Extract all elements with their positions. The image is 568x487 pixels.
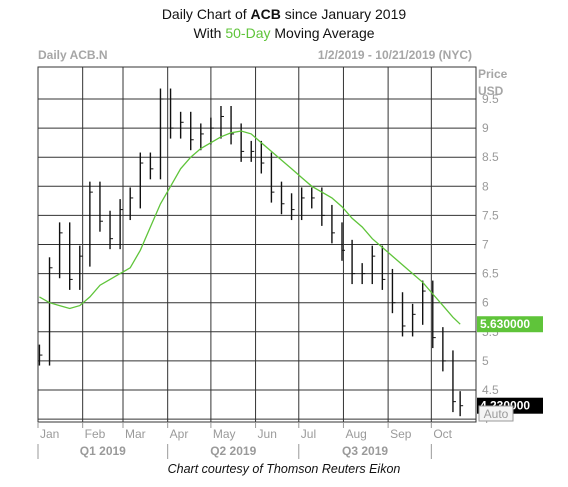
chart-credit: Chart courtesy of Thomson Reuters Eikon bbox=[167, 462, 401, 476]
last-price-tag bbox=[477, 316, 543, 333]
y-tick-label: 4.5 bbox=[482, 383, 499, 397]
y-axis-label-price: Price bbox=[478, 67, 508, 81]
auto-scale-label: Auto bbox=[484, 407, 509, 421]
quarter-label: Q2 2019 bbox=[210, 444, 256, 458]
y-tick-label: 5 bbox=[482, 354, 489, 368]
x-axis-months: Jan Feb Mar Apr May Jun Jul Aug Sep Oct bbox=[37, 422, 453, 441]
month-label: Mar bbox=[125, 427, 146, 441]
symbol-label: Daily ACB.N bbox=[38, 48, 108, 62]
month-label: Jul bbox=[301, 427, 316, 441]
month-label: Feb bbox=[85, 427, 106, 441]
auto-scale-button[interactable]: Auto bbox=[478, 405, 514, 422]
month-label: Sep bbox=[390, 427, 412, 441]
y-tick-label: 6.5 bbox=[482, 267, 499, 281]
month-label: Jun bbox=[258, 427, 277, 441]
quarter-label: Q1 2019 bbox=[80, 444, 126, 458]
chart-title: Daily Chart of ACB since January 2019 bbox=[0, 6, 568, 22]
month-label: Jan bbox=[40, 427, 59, 441]
title-prefix: Daily Chart of bbox=[161, 6, 251, 22]
subtitle-suffix: Moving Average bbox=[270, 25, 375, 41]
y-tick-label: 9.5 bbox=[482, 92, 499, 106]
y-tick-label: 9 bbox=[482, 121, 489, 135]
y-tick-label: 8.5 bbox=[482, 150, 499, 164]
y-axis-ticks: 9.598.587.576.565.554.54 bbox=[482, 92, 499, 426]
y-tick-label: 8 bbox=[482, 179, 489, 193]
title-suffix: since January 2019 bbox=[280, 6, 407, 22]
month-label: Apr bbox=[170, 427, 189, 441]
month-label: Oct bbox=[433, 427, 452, 441]
chart-subtitle: With 50-Day Moving Average bbox=[0, 25, 568, 41]
y-axis-label-usd: USD bbox=[478, 84, 504, 98]
month-label: May bbox=[213, 427, 236, 441]
last-price-value: 5.630000 bbox=[480, 317, 530, 331]
x-axis-quarters: Q1 2019 Q2 2019 Q3 2019 bbox=[37, 444, 432, 459]
title-symbol: ACB bbox=[250, 6, 281, 22]
subtitle-highlight: 50-Day bbox=[225, 25, 271, 41]
quarter-label: Q3 2019 bbox=[342, 444, 388, 458]
y-tick-label: 6 bbox=[482, 296, 489, 310]
month-label: Aug bbox=[345, 427, 366, 441]
y-tick-label: 7 bbox=[482, 238, 489, 252]
price-bars bbox=[38, 88, 464, 417]
subtitle-prefix: With bbox=[193, 25, 226, 41]
moving-average-line bbox=[39, 130, 461, 325]
y-tick-label: 7.5 bbox=[482, 208, 499, 222]
date-range-label: 1/2/2019 - 10/21/2019 (NYC) bbox=[318, 48, 472, 62]
